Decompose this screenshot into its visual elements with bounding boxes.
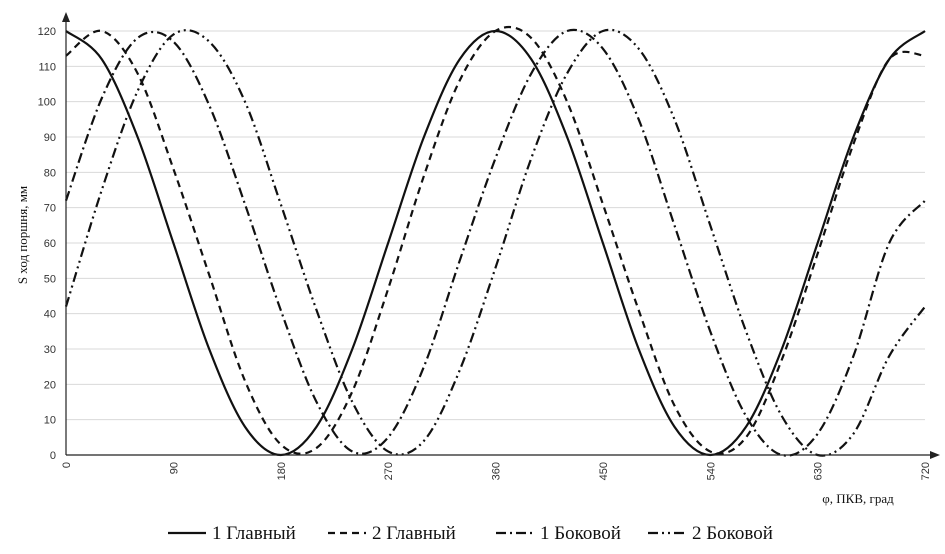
y-tick-label: 70	[44, 203, 56, 215]
y-tick-label: 90	[44, 132, 56, 144]
legend-label-3: 1 Боковой	[540, 523, 621, 544]
x-axis-arrow-icon	[930, 451, 940, 459]
x-tick-labels: 0 90 180 270 360 450 540 630 720	[61, 462, 932, 480]
y-tick-label: 110	[38, 61, 56, 73]
y-axis-arrow-icon	[62, 12, 70, 22]
y-tick-label: 10	[44, 415, 56, 427]
y-tick-labels: 0 10 20 30 40 50 60 70 80 90 100 110 120	[38, 26, 56, 462]
grid-lines	[66, 30, 925, 421]
x-tick-label: 360	[491, 462, 503, 480]
x-tick-label: 450	[598, 462, 610, 480]
x-tick-label: 540	[705, 462, 717, 480]
y-tick-label: 20	[44, 379, 56, 391]
x-tick-label: 180	[276, 462, 288, 480]
x-tick-label: 0	[61, 462, 73, 468]
legend: 1 Главный 2 Главный 1 Боковой 2 Боковой	[168, 523, 773, 544]
series-line-4	[64, 28, 926, 457]
x-axis-label: φ, ПКВ, град	[822, 491, 894, 506]
x-tick-label: 720	[920, 462, 932, 480]
y-tick-label: 100	[38, 97, 56, 109]
y-tick-label: 30	[44, 344, 56, 356]
legend-label-2: 2 Главный	[372, 523, 456, 544]
legend-label-4: 2 Боковой	[692, 523, 773, 544]
y-tick-label: 0	[50, 450, 56, 462]
y-axis-label: S ход поршня, мм	[15, 186, 30, 284]
series-line-3	[64, 28, 926, 457]
x-tick-label: 630	[813, 462, 825, 480]
y-tick-label: 80	[44, 167, 56, 179]
series-line-2	[65, 25, 926, 455]
y-tick-label: 60	[44, 238, 56, 250]
y-tick-label: 40	[44, 309, 56, 321]
axes	[62, 12, 940, 459]
x-tick-label: 270	[383, 462, 395, 480]
series-lines	[64, 25, 926, 457]
x-tick-label: 90	[168, 462, 180, 474]
y-tick-label: 120	[38, 26, 56, 38]
y-tick-label: 50	[44, 273, 56, 285]
legend-label-1: 1 Главный	[212, 523, 296, 544]
